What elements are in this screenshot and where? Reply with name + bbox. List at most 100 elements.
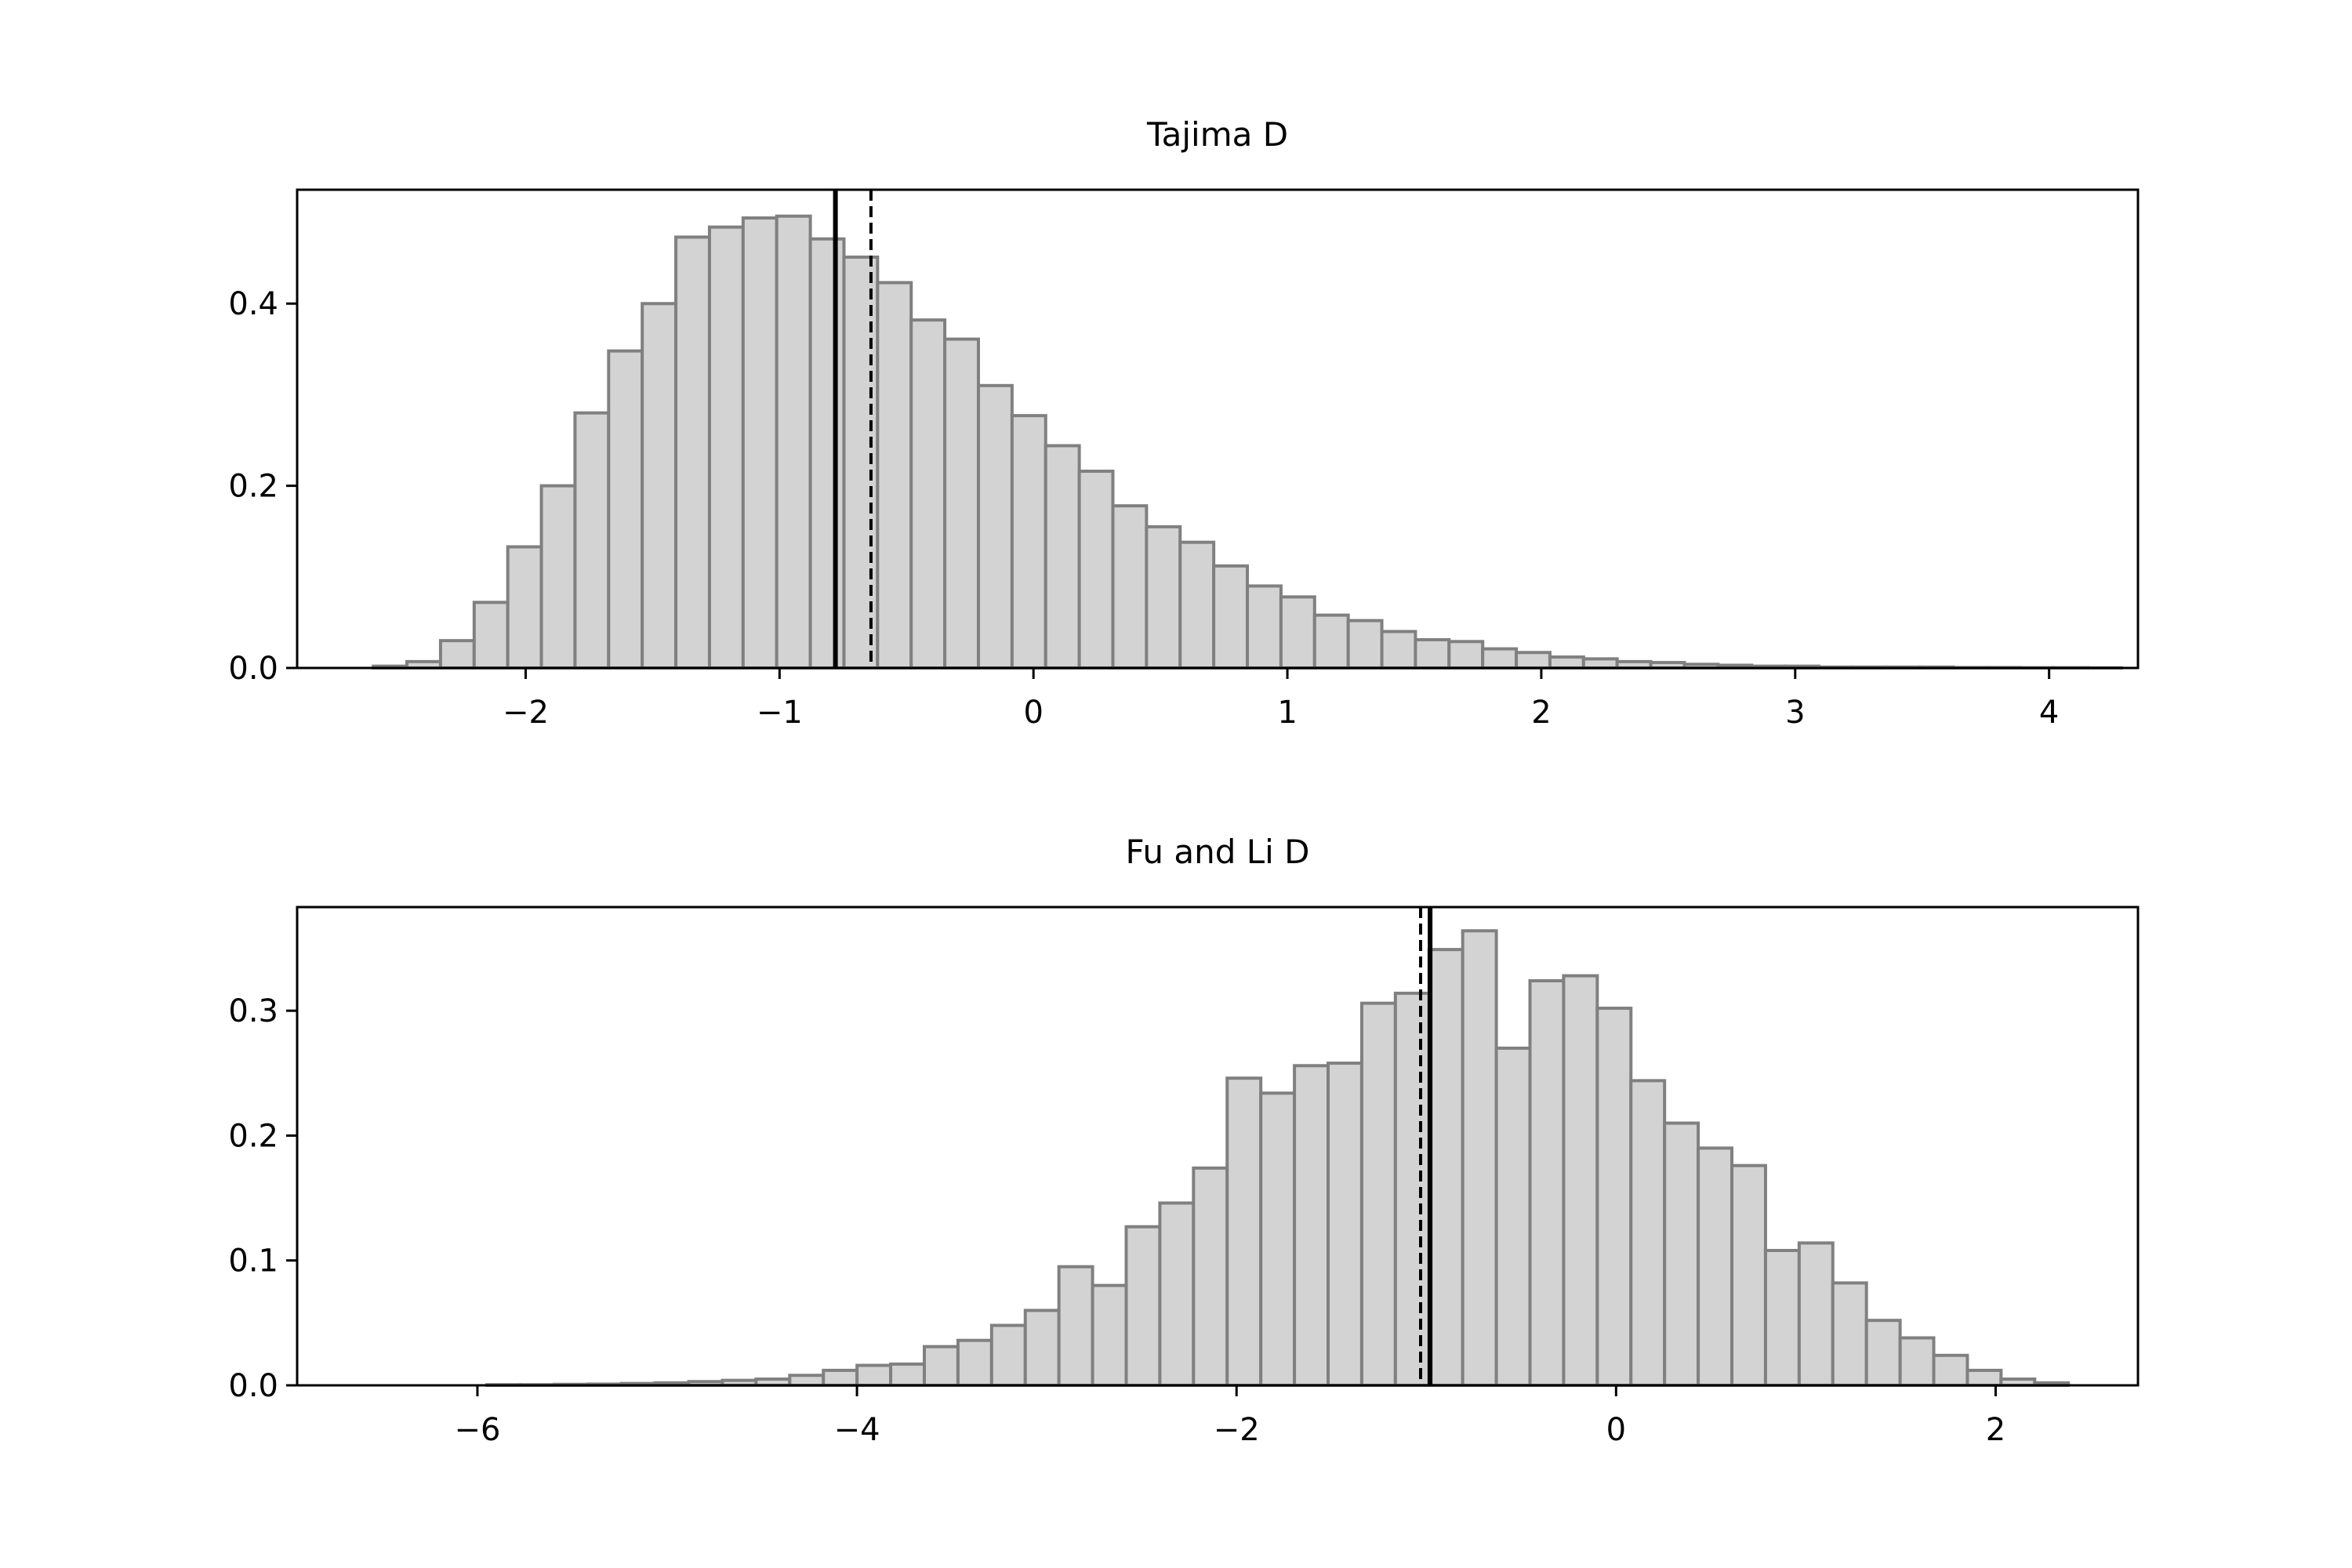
histogram-bar: [1481, 647, 1519, 670]
fu-and-li-d-reference-lines: [1419, 907, 1433, 1385]
histogram-bar: [1595, 1007, 1633, 1387]
fu-and-li-d-x-axis: −6 −4 −2 0 2: [454, 1385, 2005, 1448]
x-tick-label: −2: [1214, 1412, 1260, 1448]
histogram-bar: [573, 411, 611, 670]
tajima-d-axes-frame: [296, 188, 2140, 670]
histogram-bar: [1023, 1308, 1061, 1387]
y-tick-label: 0.4: [228, 286, 278, 322]
x-tick-label: 4: [2039, 695, 2059, 731]
histogram-bar: [707, 225, 745, 670]
x-tick-label: 2: [1531, 695, 1551, 731]
histogram-bar: [876, 281, 913, 670]
histogram-bar: [976, 383, 1014, 670]
y-tick-label: 0.1: [228, 1243, 278, 1279]
histogram-bar: [1077, 470, 1115, 670]
histogram-bar: [1359, 1001, 1397, 1387]
histogram-bar: [1346, 619, 1384, 670]
histogram-bar: [1091, 1283, 1128, 1387]
histogram-bar: [506, 545, 543, 670]
histogram-bar: [1515, 651, 1552, 670]
histogram-bar: [1864, 1319, 1902, 1388]
tajima-d-x-axis: −2 −1 0 1 2 3 4: [503, 668, 2059, 731]
histogram-bar: [1293, 1064, 1330, 1388]
histogram-bar: [1461, 929, 1498, 1387]
histogram-bar: [741, 216, 779, 670]
histogram-bar: [956, 1338, 993, 1388]
histogram-bar: [674, 235, 711, 670]
histogram-bar: [1312, 613, 1350, 670]
histogram-bar: [1259, 1091, 1297, 1388]
x-tick-label: 0: [1023, 695, 1043, 731]
histogram-bar: [1697, 1146, 1734, 1387]
histogram-bar: [1145, 524, 1182, 670]
histogram-bar: [1192, 1166, 1229, 1387]
tajima-d-y-axis: 0.0 0.2 0.4: [228, 286, 297, 687]
histogram-bar: [989, 1323, 1027, 1388]
x-tick-label: 3: [1785, 695, 1805, 731]
histogram-bar: [1414, 637, 1451, 670]
histogram-bar: [1327, 1062, 1363, 1387]
x-tick-label: −2: [503, 695, 549, 731]
histogram-bar: [943, 337, 980, 670]
histogram-bar: [1380, 630, 1417, 670]
histogram-bar: [909, 318, 947, 670]
x-tick-label: 1: [1277, 695, 1297, 731]
histogram-bar: [641, 302, 678, 670]
histogram-bar: [1548, 655, 1585, 670]
histogram-bar: [1898, 1336, 1936, 1387]
histogram-bar: [1562, 974, 1599, 1387]
histogram-bar: [1663, 1121, 1700, 1388]
tajima-d-reference-lines: [833, 190, 873, 668]
x-tick-label: −6: [454, 1412, 500, 1448]
histogram-bar: [1393, 991, 1431, 1388]
histogram-bar: [438, 639, 476, 670]
histogram-bar: [775, 214, 812, 670]
histogram-bar: [808, 237, 846, 670]
fu-and-li-d-axes-frame: [296, 906, 2140, 1387]
fu-and-li-d-title: Fu and Li D: [1126, 833, 1310, 871]
histogram-bar: [1965, 1368, 2003, 1388]
y-tick-label: 0.2: [228, 1118, 278, 1154]
histogram-bar: [1178, 540, 1216, 670]
histogram-bar: [1044, 444, 1081, 670]
histogram-bar: [1225, 1076, 1263, 1387]
histogram-bar: [922, 1345, 960, 1388]
fu-and-li-d-y-axis: 0.0 0.1 0.2 0.3: [228, 993, 297, 1404]
histogram-bar: [1124, 1225, 1162, 1387]
histogram-bar: [1246, 584, 1283, 670]
fu-and-li-d-bars: [485, 929, 2071, 1388]
histogram-bar: [822, 1368, 859, 1388]
histogram-bar: [1528, 978, 1566, 1387]
histogram-bar: [855, 1363, 893, 1388]
histogram-bar: [1212, 564, 1250, 670]
histogram-bar: [1797, 1241, 1835, 1388]
tajima-d-title: Tajima D: [1146, 115, 1288, 154]
histogram-bar: [788, 1374, 826, 1388]
histogram-bar: [1730, 1163, 1767, 1387]
histogram-bar: [1494, 1046, 1532, 1387]
histogram-bar: [1447, 640, 1485, 670]
histogram-bar: [472, 601, 510, 670]
fu-and-li-d-panel: Fu and Li D −6 −4 −2 0 2 0.0 0.1 0.2 0.3: [228, 833, 2140, 1448]
x-tick-label: 2: [1986, 1412, 2005, 1448]
histogram-bar: [1932, 1353, 1969, 1388]
histogram-bar: [889, 1362, 926, 1388]
histogram-bar: [1111, 504, 1149, 670]
histogram-bar: [1831, 1281, 1868, 1388]
histogram-bar: [1158, 1201, 1196, 1387]
y-tick-label: 0.2: [228, 469, 278, 505]
x-tick-label: −4: [834, 1412, 880, 1448]
histogram-bar: [539, 484, 577, 670]
histogram-bar: [1057, 1265, 1094, 1387]
histogram-bar: [607, 349, 644, 670]
x-tick-label: −1: [757, 695, 803, 731]
histogram-bar: [1629, 1079, 1667, 1387]
histogram-bar: [1427, 948, 1465, 1387]
tajima-d-panel: Tajima D −2 −1 0 1 2 3 4 0.0 0.2 0.4: [228, 115, 2140, 731]
histogram-bar: [1010, 414, 1047, 670]
y-tick-label: 0.0: [228, 1368, 278, 1404]
histogram-bar: [1581, 657, 1619, 670]
x-tick-label: 0: [1606, 1412, 1626, 1448]
histogram-bar: [1763, 1248, 1801, 1387]
